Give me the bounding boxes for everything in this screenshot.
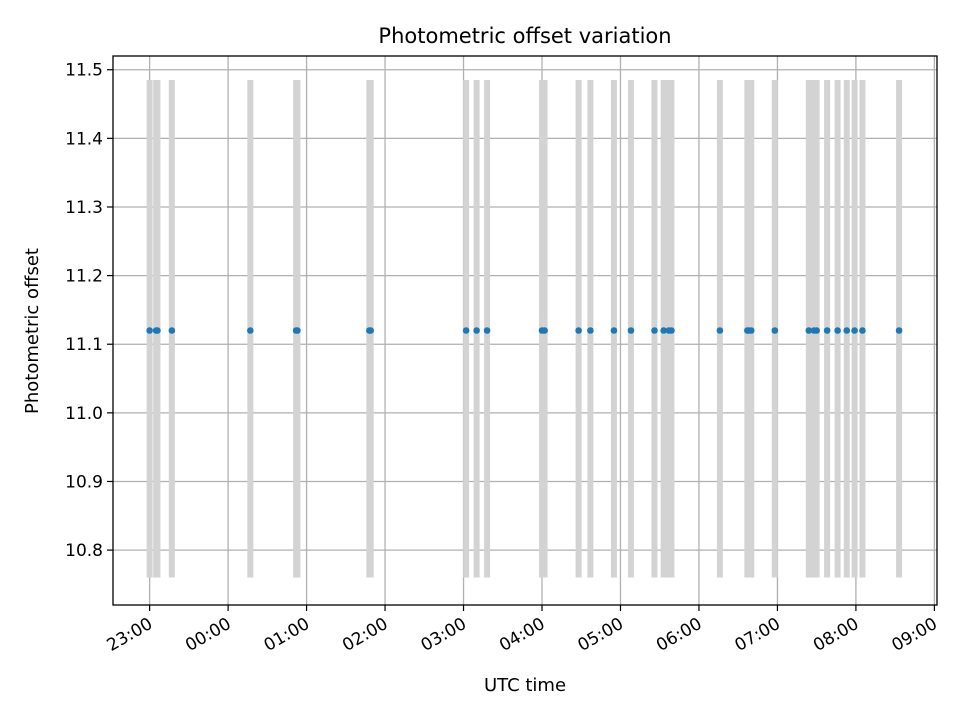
x-tick-label: 00:00	[182, 614, 234, 656]
x-axis: 23:00 00:00 01:00 02:00 03:00 04:00 05:00 06:00…	[104, 605, 941, 656]
x-tick-label: 09:00	[888, 614, 940, 656]
x-tick-label: 02:00	[339, 614, 391, 656]
x-tick-label: 06:00	[653, 614, 705, 656]
data-point	[168, 327, 176, 334]
y-tick-label: 11.5	[65, 61, 103, 81]
data-point	[247, 327, 254, 334]
data-point	[660, 327, 667, 334]
data-point	[541, 327, 548, 334]
x-tick-label: 23:00	[104, 614, 156, 656]
data-point	[771, 327, 779, 334]
chart-title: Photometric offset variation	[378, 24, 671, 48]
data-point	[843, 327, 851, 334]
x-tick-label: 01:00	[261, 614, 313, 656]
data-points	[146, 327, 903, 334]
interval-bars	[146, 80, 903, 578]
data-point	[716, 327, 724, 334]
data-point	[294, 327, 301, 334]
data-point	[575, 327, 582, 334]
x-tick-label: 03:00	[418, 614, 470, 656]
x-tick-label: 05:00	[575, 614, 627, 656]
x-tick-label: 07:00	[731, 614, 783, 656]
data-point	[813, 327, 820, 334]
x-tick-label: 04:00	[496, 614, 548, 656]
data-point	[610, 327, 618, 334]
data-point	[146, 327, 153, 334]
data-point	[747, 327, 755, 334]
x-tick-label: 08:00	[810, 614, 862, 656]
x-axis-label: UTC time	[484, 675, 566, 696]
y-tick-label: 11.2	[65, 267, 103, 287]
data-point	[462, 327, 470, 334]
data-point	[859, 327, 866, 334]
y-tick-label: 11.4	[65, 129, 103, 149]
y-tick-label: 10.8	[65, 541, 103, 561]
data-point	[473, 327, 480, 334]
data-point	[367, 327, 374, 334]
y-tick-label: 11.1	[65, 335, 103, 355]
data-point	[651, 327, 658, 334]
data-point	[627, 327, 635, 334]
data-point	[483, 327, 491, 334]
data-point	[154, 327, 161, 334]
y-tick-label: 11.3	[65, 198, 103, 218]
y-axis: 10.8 10.9 11.0 11.1 11.2 11.3 11.4 11.5	[65, 61, 113, 561]
data-point	[668, 327, 675, 334]
data-point	[823, 327, 831, 334]
data-point	[805, 327, 813, 334]
data-point	[895, 327, 903, 334]
data-point	[834, 327, 841, 334]
plot-frame	[112, 55, 938, 606]
y-tick-label: 10.9	[65, 472, 103, 492]
y-tick-label: 11.0	[65, 404, 103, 424]
y-axis-label: Photometric offset	[22, 248, 43, 414]
data-point	[587, 327, 594, 334]
data-point	[851, 327, 858, 334]
